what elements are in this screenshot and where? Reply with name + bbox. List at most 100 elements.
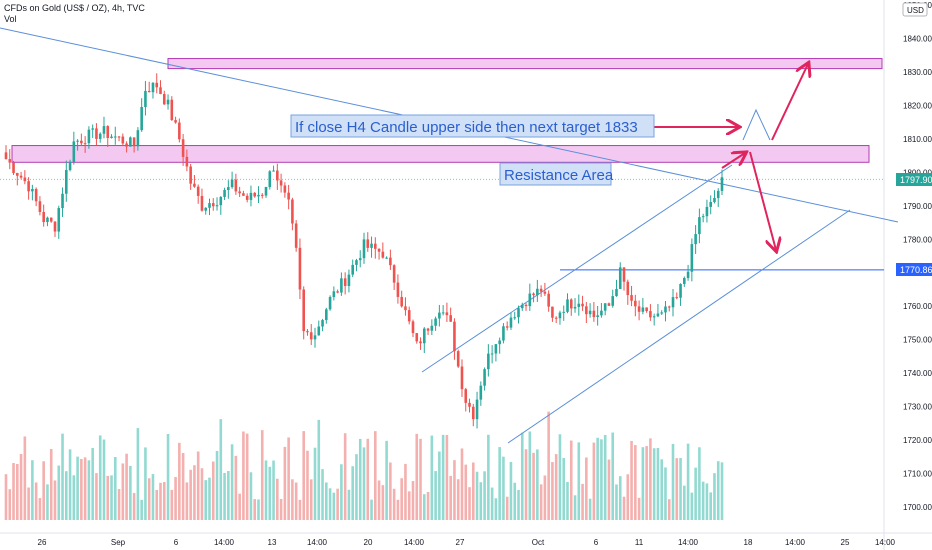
candle-body: [343, 278, 347, 287]
time-tick-label: 14:00: [214, 538, 235, 547]
candle-body: [475, 399, 479, 420]
candle-body: [151, 82, 155, 93]
price-tick-label: 1830.00: [903, 68, 932, 77]
time-tick-label: 20: [364, 538, 373, 547]
volume-bar: [679, 457, 682, 520]
volume-bar: [441, 434, 445, 520]
candle-body: [181, 139, 185, 157]
volume-bar: [573, 495, 577, 520]
candle-body: [675, 297, 679, 299]
volume-bar: [581, 483, 584, 520]
candle-body: [253, 192, 257, 197]
volume-bar: [276, 478, 279, 520]
volume-bar: [698, 447, 701, 520]
channel-lower-line[interactable]: [507, 209, 851, 444]
volume-bar: [351, 466, 354, 520]
currency-badge[interactable]: USD: [902, 2, 928, 17]
candle-body: [656, 313, 660, 317]
candle-body: [230, 179, 234, 188]
volume-bar: [291, 479, 294, 520]
volume-bar: [16, 463, 19, 520]
volume-bar: [645, 446, 648, 520]
candle-body: [683, 277, 686, 284]
volume-bar: [196, 451, 200, 520]
candle-body: [505, 326, 509, 328]
target-annotation[interactable]: If close H4 Candle upper side then next …: [290, 114, 655, 138]
volume-bar: [577, 442, 581, 520]
symbol-title: CFDs on Gold (US$ / OZ), 4h, TVC: [4, 3, 145, 13]
price-tick-label: 1710.00: [903, 470, 932, 479]
volume-bar: [355, 454, 358, 520]
volume-bar: [211, 461, 215, 520]
volume-bar: [468, 487, 471, 520]
candle-body: [208, 203, 211, 208]
candle-body: [407, 310, 411, 322]
candle-body: [46, 217, 49, 223]
candle-body: [234, 179, 238, 192]
candle-body: [125, 143, 128, 147]
volume-bar: [419, 438, 422, 520]
volume-bar: [321, 469, 324, 520]
candle-body: [453, 321, 456, 352]
resistance-zone[interactable]: [11, 145, 870, 163]
volume-bar: [117, 489, 121, 520]
price-axis[interactable]: 1850.001840.001830.001820.001810.001800.…: [903, 1, 932, 512]
candle-body: [64, 170, 68, 194]
candle-body: [566, 299, 569, 312]
candle-body: [8, 159, 12, 163]
volume-bar: [189, 469, 192, 520]
candle-body: [136, 130, 140, 147]
volume-bar: [460, 448, 464, 520]
candlesticks: [4, 73, 724, 429]
time-axis[interactable]: 26 Sep 6 14:00 13 14:00 20 14:00 27 Oct 6 11 14:00 18…: [38, 538, 896, 547]
volume-bar: [110, 475, 113, 520]
volume-bar: [121, 463, 125, 520]
volume-bar: [257, 499, 260, 520]
time-tick-label: Sep: [111, 538, 126, 547]
volume-indicator-label: Vol: [4, 14, 17, 24]
volume-bar: [125, 453, 128, 520]
candle-body: [249, 192, 253, 200]
candle-body: [351, 264, 354, 275]
candle-body: [294, 223, 298, 248]
volume-bar: [162, 482, 166, 520]
candle-body: [306, 331, 309, 333]
candle-body: [242, 193, 245, 196]
volume-bar: [234, 455, 238, 520]
volume-bar: [407, 491, 411, 520]
volume-bar: [279, 498, 283, 520]
candle-body: [144, 90, 147, 108]
candle-body: [260, 194, 264, 196]
volume-bar: [551, 462, 554, 520]
volume-bar: [332, 492, 336, 520]
candle-body: [12, 162, 15, 174]
candle-body: [174, 120, 177, 123]
candle-body: [4, 152, 8, 160]
volume-bar: [543, 475, 547, 520]
price-tick-label: 1820.00: [903, 101, 932, 110]
volume-bar: [686, 443, 690, 520]
resistance-annotation[interactable]: Resistance Area: [499, 162, 614, 186]
candle-body: [660, 312, 664, 314]
volume-bar: [80, 459, 83, 520]
candle-body: [189, 166, 192, 184]
candle-body: [509, 317, 513, 328]
time-tick-label: 18: [744, 538, 753, 547]
volume-bar: [381, 485, 385, 520]
arrow-breakout-up: [721, 153, 745, 169]
level-price-tag: 1770.86: [896, 263, 932, 276]
candle-body: [140, 107, 143, 131]
volume-bar: [649, 438, 652, 520]
volume-bar: [615, 484, 618, 520]
volume-bar: [253, 499, 257, 520]
target-zone[interactable]: [167, 58, 883, 70]
volume-bar: [671, 443, 675, 520]
candle-body: [49, 217, 53, 222]
volume-bar: [204, 480, 208, 520]
volume-bar: [249, 472, 253, 520]
channel-upper-line[interactable]: [421, 164, 733, 373]
volume-bar: [569, 440, 573, 520]
candle-body: [588, 310, 592, 315]
volume-bar: [517, 490, 520, 520]
